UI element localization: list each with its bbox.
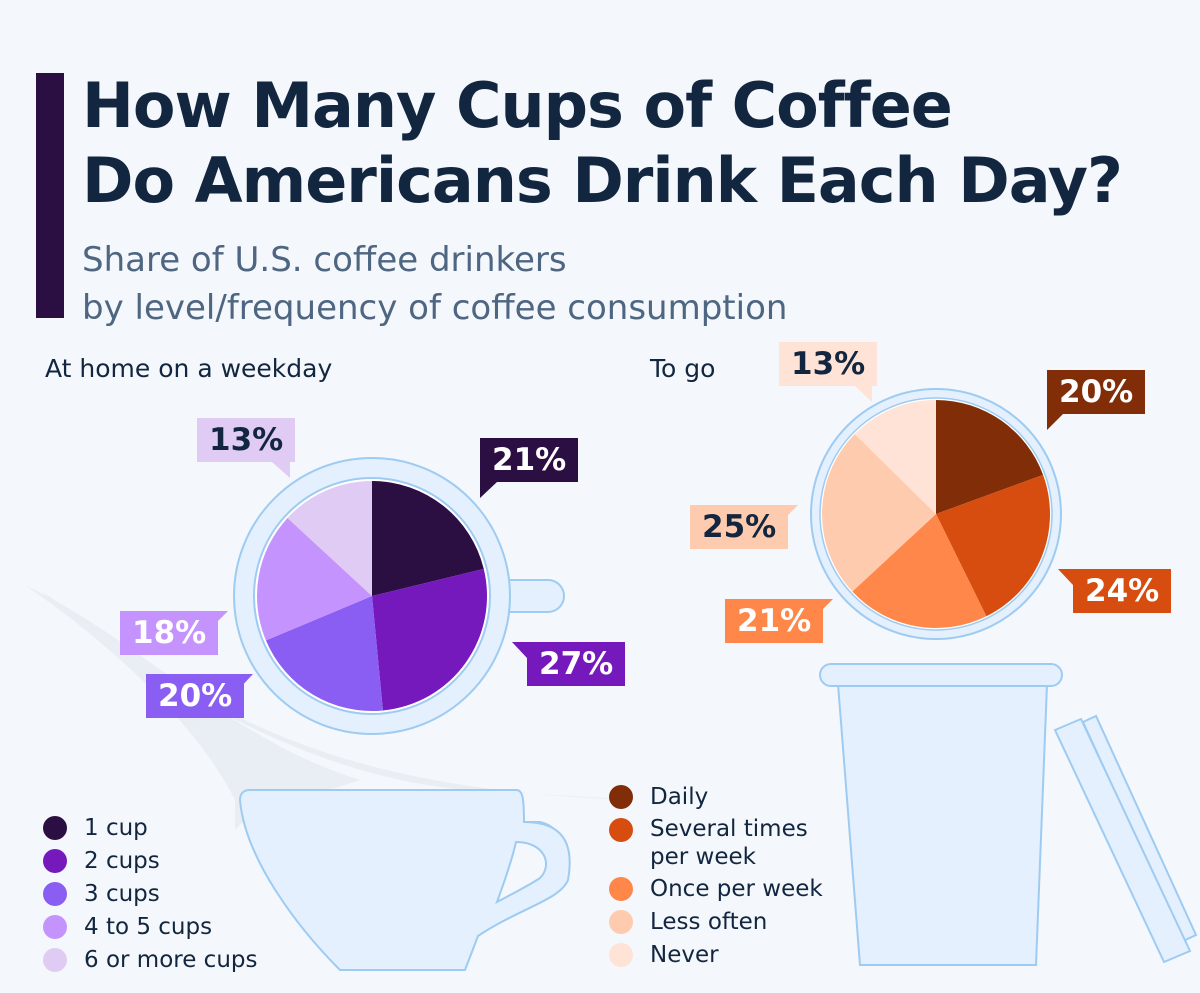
home-legend: 1 cup 2 cups 3 cups 4 to 5 cups 6 or mor… <box>43 813 257 978</box>
legend-item-daily: Daily <box>609 782 823 812</box>
togo-callout-several-times: 24% <box>1073 569 1172 613</box>
legend-swatch <box>609 910 633 934</box>
home-callout-3-cups: 20% <box>146 674 245 718</box>
togo-cup-side-icon <box>819 663 1063 966</box>
home-callout-2-cups: 27% <box>527 642 626 686</box>
pie-slice <box>936 400 1044 514</box>
legend-swatch <box>609 818 633 842</box>
legend-item-4-5-cups: 4 to 5 cups <box>43 912 257 942</box>
subtitle-line-2: by level/frequency of coffee consumption <box>82 288 788 328</box>
legend-swatch <box>43 915 67 939</box>
legend-swatch <box>43 849 67 873</box>
legend-item-6-plus-cups: 6 or more cups <box>43 945 257 975</box>
legend-item-less-often: Less often <box>609 907 823 937</box>
pie-slice <box>372 568 487 711</box>
pie-slice <box>854 400 936 514</box>
togo-callout-once-per-week: 21% <box>725 599 824 643</box>
home-section-label: At home on a weekday <box>45 354 333 383</box>
togo-legend: Daily Several times per week Once per we… <box>609 782 823 973</box>
togo-section-label: To go <box>650 354 716 383</box>
pie-slice <box>257 517 372 641</box>
legend-swatch <box>609 877 633 901</box>
steam-decoration-2 <box>40 590 640 800</box>
pie-slice <box>822 434 936 592</box>
home-callout-6-plus-cups: 13% <box>197 418 296 462</box>
legend-swatch <box>43 816 67 840</box>
legend-swatch <box>43 948 67 972</box>
chart-title: How Many Cups of Coffee Do Americans Dri… <box>82 68 1123 218</box>
legend-swatch <box>609 785 633 809</box>
legend-item-never: Never <box>609 940 823 970</box>
title-accent-bar <box>36 73 64 318</box>
legend-swatch <box>609 943 633 967</box>
legend-swatch <box>43 882 67 906</box>
chart-subtitle: Share of U.S. coffee drinkers by level/f… <box>82 236 787 332</box>
togo-callout-daily: 20% <box>1047 370 1146 414</box>
pie-slice <box>372 481 484 596</box>
subtitle-line-1: Share of U.S. coffee drinkers <box>82 240 567 280</box>
pie-slice <box>287 481 372 596</box>
legend-item-once-per-week: Once per week <box>609 874 823 904</box>
togo-lid-icon <box>1053 714 1198 964</box>
legend-item-3-cups: 3 cups <box>43 879 257 909</box>
togo-pie-chart <box>822 400 1050 628</box>
pie-slice <box>936 474 1050 617</box>
pie-slice <box>265 596 383 711</box>
home-callout-1-cup: 21% <box>480 438 579 482</box>
home-callout-4-5-cups: 18% <box>120 611 219 655</box>
legend-item-2-cups: 2 cups <box>43 846 257 876</box>
title-line-1: How Many Cups of Coffee <box>82 69 953 142</box>
title-line-2: Do Americans Drink Each Day? <box>82 144 1123 217</box>
legend-item-several-times: Several times per week <box>609 815 823 871</box>
pie-slice <box>852 514 987 628</box>
togo-callout-never: 13% <box>779 342 878 386</box>
legend-item-1-cup: 1 cup <box>43 813 257 843</box>
togo-callout-less-often: 25% <box>690 505 789 549</box>
home-pie-chart <box>257 481 487 711</box>
coffee-cup-side-icon <box>238 789 571 971</box>
